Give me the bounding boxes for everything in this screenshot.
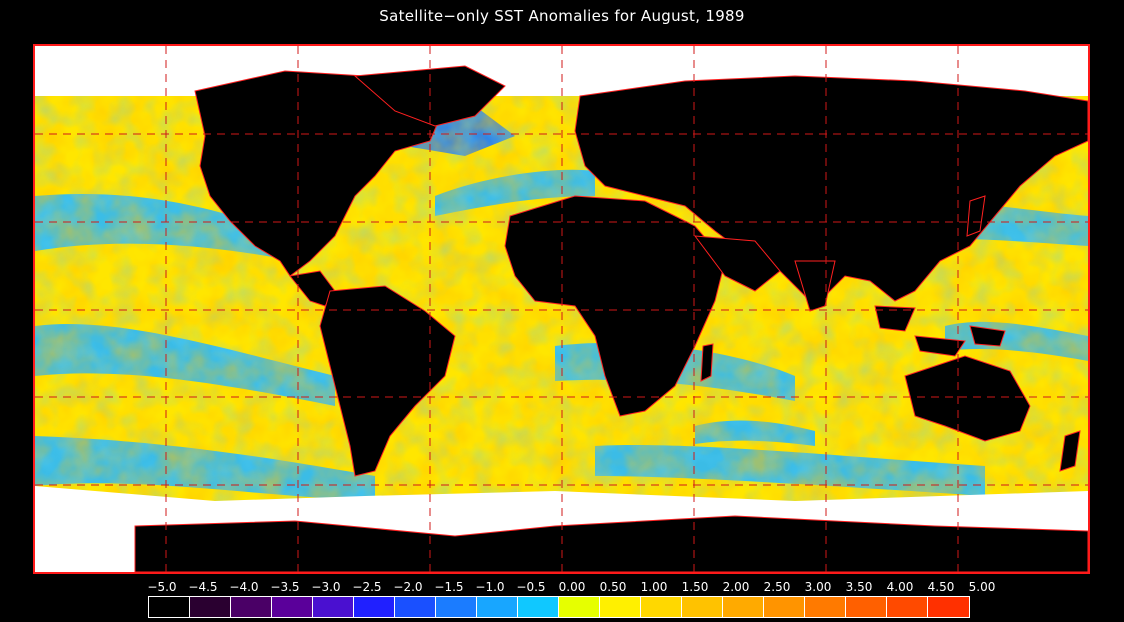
- scale-swatch: [477, 597, 518, 617]
- color-scale-bar: [148, 596, 970, 618]
- scale-tick-label: 4.50: [927, 580, 955, 594]
- map-title: Satellite−only SST Anomalies for August,…: [379, 7, 745, 25]
- scale-swatch: [436, 597, 477, 617]
- scale-tick-label: 2.50: [763, 580, 791, 594]
- scale-swatch: [313, 597, 354, 617]
- scale-tick-label: 1.00: [640, 580, 668, 594]
- scale-tick-label: 0.50: [599, 580, 627, 594]
- scale-tick-label: −2.0: [393, 580, 423, 594]
- scale-swatch: [395, 597, 436, 617]
- scale-tick-label: 2.00: [722, 580, 750, 594]
- scale-swatch: [723, 597, 764, 617]
- scale-swatch: [272, 597, 313, 617]
- scale-tick-label: 3.00: [804, 580, 832, 594]
- scale-swatch: [518, 597, 559, 617]
- scale-swatch: [846, 597, 887, 617]
- scale-tick-label: 0.00: [558, 580, 586, 594]
- color-scale-labels: −5.0 −4.5 −4.0 −3.5 −3.0 −2.5 −2.0 −1.5 −1.0 −0.5…: [0, 580, 1124, 596]
- scale-swatch: [682, 597, 723, 617]
- scale-tick-label: 5.00: [968, 580, 996, 594]
- scale-swatch: [764, 597, 805, 617]
- scale-tick-label: −3.5: [270, 580, 300, 594]
- scale-tick-label: 4.00: [886, 580, 914, 594]
- scale-tick-label: −1.5: [434, 580, 464, 594]
- scale-swatch: [190, 597, 231, 617]
- scale-tick-label: −1.0: [475, 580, 505, 594]
- scale-swatch: [641, 597, 682, 617]
- scale-tick-label: −5.0: [147, 580, 177, 594]
- scale-tick-label: −2.5: [352, 580, 382, 594]
- scale-tick-label: −3.0: [311, 580, 341, 594]
- scale-swatch: [354, 597, 395, 617]
- sst-anomaly-map: [33, 44, 1090, 574]
- scale-tick-label: −0.5: [516, 580, 546, 594]
- lat-lon-grid: [35, 46, 1088, 572]
- scale-tick-label: −4.5: [188, 580, 218, 594]
- scale-swatch: [149, 597, 190, 617]
- scale-swatch: [600, 597, 641, 617]
- map-canvas: [35, 46, 1088, 572]
- scale-swatch: [805, 597, 846, 617]
- scale-tick-label: −4.0: [229, 580, 259, 594]
- scale-swatch: [559, 597, 600, 617]
- scale-swatch: [928, 597, 969, 617]
- scale-tick-label: 3.50: [845, 580, 873, 594]
- scale-swatch: [887, 597, 928, 617]
- scale-swatch: [231, 597, 272, 617]
- scale-tick-label: 1.50: [681, 580, 709, 594]
